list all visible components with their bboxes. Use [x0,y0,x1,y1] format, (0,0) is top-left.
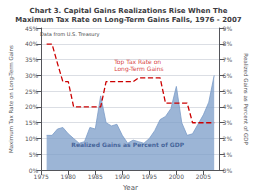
svg-text:5%: 5% [29,151,39,158]
svg-text:4%: 4% [223,103,233,110]
svg-text:Realized Gains as Percent of G: Realized Gains as Percent of GDP [71,141,184,148]
svg-text:10%: 10% [25,135,39,142]
svg-text:5%: 5% [223,88,233,95]
svg-text:3%: 3% [223,119,233,126]
svg-text:1980: 1980 [61,173,76,180]
svg-text:2000: 2000 [169,173,184,180]
svg-text:45%: 45% [25,25,39,32]
svg-text:2005: 2005 [196,173,211,180]
svg-text:30%: 30% [25,72,39,79]
svg-text:Long-Term Gains: Long-Term Gains [114,65,164,73]
svg-text:7%: 7% [223,56,233,63]
svg-text:Year: Year [122,184,138,192]
svg-text:1990: 1990 [115,173,130,180]
svg-text:9%: 9% [223,25,233,32]
svg-text:0%: 0% [223,167,233,174]
svg-text:Chart 3. Capital Gains Realiza: Chart 3. Capital Gains Realizations Rise… [30,7,228,15]
svg-text:Data from U.S. Treasury: Data from U.S. Treasury [40,31,100,38]
svg-text:Realized Gains as Percent of G: Realized Gains as Percent of GDP [243,53,249,145]
svg-text:0%: 0% [28,166,39,174]
svg-text:1995: 1995 [142,173,157,180]
svg-text:Maximum Tax Rate on Long-Term: Maximum Tax Rate on Long-Term Gains Fall… [15,16,241,24]
svg-text:Maximum Tax Rate on Long-Term: Maximum Tax Rate on Long-Term Gains [8,45,15,153]
svg-text:15%: 15% [25,119,39,126]
svg-text:1985: 1985 [88,173,103,180]
svg-text:8%: 8% [223,40,233,47]
svg-text:20%: 20% [25,103,39,110]
svg-text:35%: 35% [25,56,39,63]
svg-text:1%: 1% [223,151,233,158]
svg-text:40%: 40% [25,40,39,47]
svg-text:2%: 2% [223,135,233,142]
svg-text:Top Tax Rate on: Top Tax Rate on [114,58,162,66]
svg-text:1975: 1975 [34,173,49,180]
svg-text:6%: 6% [223,72,233,79]
svg-text:25%: 25% [25,88,39,95]
